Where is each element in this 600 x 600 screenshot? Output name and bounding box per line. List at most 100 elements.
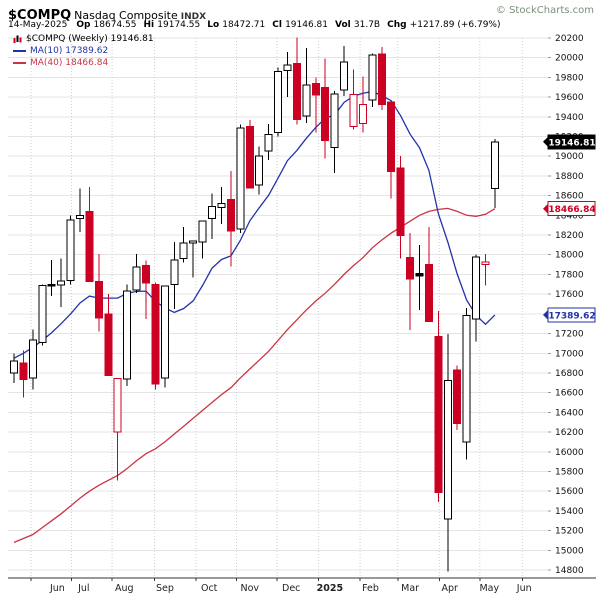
y-axis-label: 19000 bbox=[555, 152, 584, 162]
candle-body bbox=[10, 360, 18, 374]
ma40-color-swatch bbox=[13, 62, 26, 64]
quote-fields: Op 18674.55 Hi 19174.55 Lo 18472.71 Cl 1914… bbox=[76, 20, 507, 30]
y-axis-label: 17600 bbox=[555, 290, 584, 300]
candle-body bbox=[208, 206, 216, 219]
candle-body bbox=[85, 210, 94, 283]
legend-ma10-label: MA(10) 17389.62 bbox=[30, 46, 109, 56]
candle-body bbox=[47, 283, 56, 287]
price-callout-box bbox=[547, 201, 596, 217]
chart-header: $COMPQ Nasdaq Composite INDX © StockCharts… bbox=[8, 4, 594, 23]
y-axis-label: 16800 bbox=[555, 369, 584, 379]
y-axis-label: 20000 bbox=[555, 54, 584, 64]
candle-body bbox=[236, 127, 245, 230]
price-callout-value: 19146.81 bbox=[548, 138, 595, 148]
quote-date: 14-May-2025 bbox=[8, 20, 68, 30]
candle-body bbox=[349, 94, 358, 128]
x-axis-label: Feb bbox=[362, 583, 379, 594]
candle-body bbox=[94, 280, 103, 319]
quote-field-cl: Cl 19146.81 bbox=[272, 20, 329, 30]
candle-body bbox=[160, 285, 169, 379]
chart-legend: $COMPQ (Weekly) 19146.81 MA(10) 17389.62… bbox=[13, 33, 154, 69]
y-axis-label: 15000 bbox=[555, 546, 584, 556]
candle-body bbox=[28, 339, 37, 379]
x-axis-label: Aug bbox=[115, 583, 134, 594]
legend-ma40-row: MA(40) 18466.84 bbox=[13, 57, 154, 69]
candle-body bbox=[132, 266, 141, 291]
y-axis-label: 15800 bbox=[555, 468, 584, 478]
candlestick-icon bbox=[13, 35, 22, 43]
quote-field-hi: Hi 19174.55 bbox=[143, 20, 201, 30]
x-axis-label: Mar bbox=[401, 583, 419, 594]
candle-body bbox=[255, 155, 264, 186]
candle-body bbox=[76, 215, 84, 219]
x-axis-label: Jul bbox=[77, 583, 89, 594]
y-axis-label: 14800 bbox=[555, 566, 584, 576]
y-axis-label: 18000 bbox=[555, 251, 584, 261]
candle-body bbox=[19, 362, 28, 380]
x-axis-label: Dec bbox=[282, 583, 300, 594]
candle-body bbox=[264, 134, 273, 152]
candle-body bbox=[453, 369, 462, 425]
price-callout-value: 17389.62 bbox=[548, 311, 595, 321]
ma40-line bbox=[13, 207, 496, 544]
x-axis-label: Nov bbox=[241, 583, 260, 594]
legend-ma40-label: MA(40) 18466.84 bbox=[30, 58, 109, 68]
candle-body bbox=[142, 265, 150, 284]
candle-body bbox=[66, 219, 75, 281]
candle-body bbox=[179, 242, 188, 260]
quote-field-chg: Chg +1217.89 (+6.79%) bbox=[387, 20, 501, 30]
y-axis-label: 16600 bbox=[555, 389, 584, 399]
y-axis-label: 18800 bbox=[555, 172, 584, 182]
y-axis-label: 18600 bbox=[555, 192, 584, 202]
candle-body bbox=[113, 377, 122, 433]
y-axis-label: 19800 bbox=[555, 73, 584, 83]
candle-body bbox=[198, 220, 207, 243]
x-axis-label: Oct bbox=[201, 583, 218, 594]
ma10-color-swatch bbox=[13, 50, 26, 52]
y-axis-label: 17200 bbox=[555, 330, 584, 340]
x-axis-label: Jun bbox=[516, 583, 532, 594]
legend-main-row: $COMPQ (Weekly) 19146.81 bbox=[13, 33, 154, 45]
candle-body bbox=[189, 240, 198, 244]
y-axis-label: 19600 bbox=[555, 93, 584, 103]
candle-body bbox=[292, 63, 301, 121]
candle-body bbox=[311, 82, 320, 96]
candle-body bbox=[38, 284, 47, 343]
x-axis-label: Sep bbox=[156, 583, 174, 594]
candle-body bbox=[406, 257, 415, 280]
candle-body bbox=[302, 84, 311, 117]
quote-line: 14-May-2025 Op 18674.55 Hi 19174.55 Lo 1847… bbox=[8, 20, 596, 30]
price-callout-arrow bbox=[543, 309, 548, 320]
price-callout-arrow bbox=[543, 203, 548, 214]
symbol-name: Nasdaq Composite bbox=[74, 9, 178, 22]
y-axis-label: 19400 bbox=[555, 113, 584, 123]
y-axis-label: 16000 bbox=[555, 448, 584, 458]
candle-body bbox=[104, 313, 113, 376]
y-axis-label: 16400 bbox=[555, 408, 584, 418]
price-callout-box bbox=[547, 307, 596, 323]
candle-body bbox=[226, 199, 235, 232]
candle-body bbox=[217, 203, 226, 208]
legend-ma10-row: MA(10) 17389.62 bbox=[13, 45, 154, 57]
quote-field-lo: Lo 18472.71 bbox=[207, 20, 266, 30]
candle-body bbox=[415, 273, 424, 277]
x-axis-label: Apr bbox=[441, 583, 458, 594]
candle-body bbox=[245, 126, 254, 189]
candle-body bbox=[481, 261, 490, 266]
symbol: $COMPQ bbox=[8, 8, 72, 23]
candle-body bbox=[57, 280, 66, 286]
candle-body bbox=[387, 101, 396, 172]
candle-body bbox=[330, 93, 339, 148]
price-callout-value: 18466.84 bbox=[548, 205, 595, 215]
exchange-label: INDX bbox=[180, 12, 207, 22]
candle-body bbox=[368, 54, 377, 101]
quote-field-op: Op 18674.55 bbox=[76, 20, 137, 30]
candle-body bbox=[472, 256, 481, 320]
y-axis-label: 17800 bbox=[555, 270, 584, 280]
candle-body bbox=[490, 141, 499, 189]
y-axis-label: 20200 bbox=[555, 34, 584, 44]
candle-body bbox=[396, 167, 405, 236]
candle-body bbox=[340, 61, 349, 91]
y-axis-label: 16200 bbox=[555, 428, 584, 438]
